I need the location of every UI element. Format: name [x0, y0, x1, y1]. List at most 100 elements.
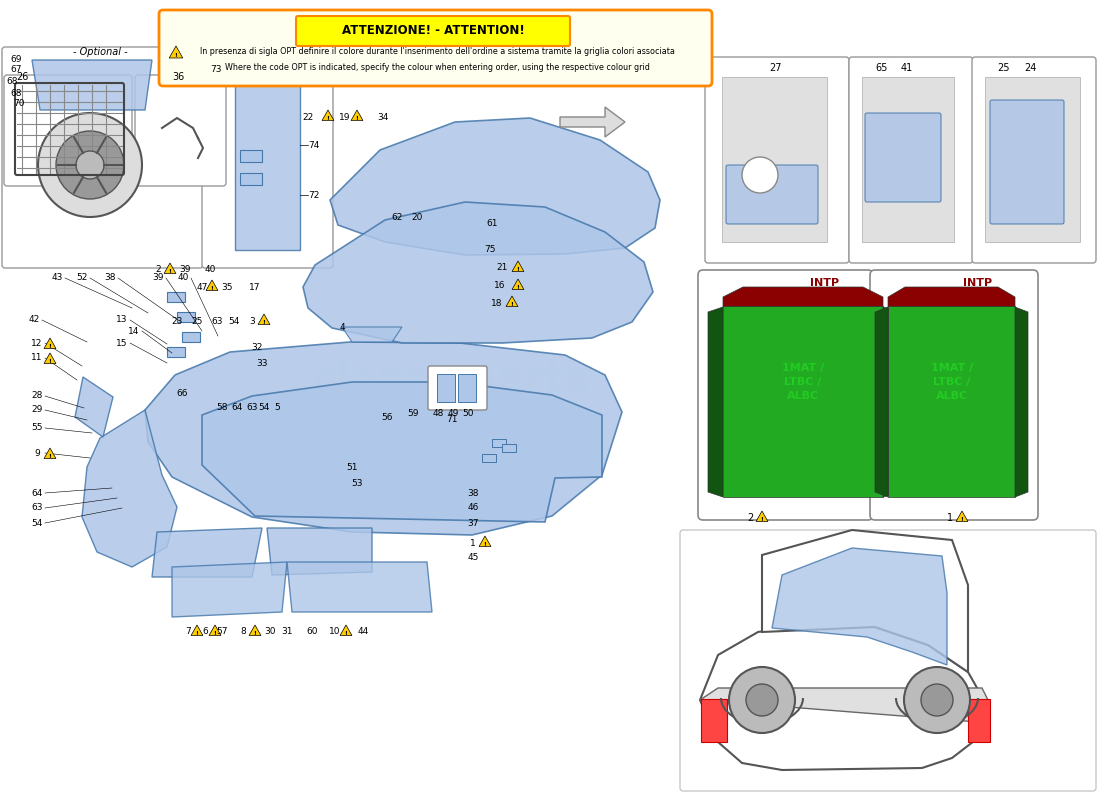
Polygon shape	[888, 306, 1015, 497]
Text: 17: 17	[250, 282, 261, 291]
Polygon shape	[708, 307, 723, 497]
Text: 11: 11	[31, 354, 43, 362]
Text: !: !	[48, 454, 52, 458]
FancyBboxPatch shape	[4, 75, 132, 186]
Text: 3: 3	[249, 317, 255, 326]
Polygon shape	[302, 202, 653, 343]
Text: 44: 44	[358, 627, 368, 637]
Text: 75: 75	[484, 246, 496, 254]
Polygon shape	[75, 377, 113, 437]
Text: 9: 9	[34, 449, 40, 458]
Text: 35: 35	[221, 282, 233, 291]
Text: 57: 57	[217, 627, 228, 637]
Text: 65: 65	[876, 63, 888, 73]
Polygon shape	[888, 287, 1015, 307]
Text: 58: 58	[217, 402, 228, 411]
FancyBboxPatch shape	[849, 57, 974, 263]
Text: !: !	[175, 53, 177, 58]
Text: !: !	[48, 343, 52, 349]
Polygon shape	[1015, 307, 1028, 497]
Polygon shape	[267, 528, 372, 575]
Text: 67: 67	[11, 66, 22, 74]
Text: 41: 41	[901, 63, 913, 73]
FancyBboxPatch shape	[705, 57, 849, 263]
Text: 38: 38	[104, 274, 116, 282]
Text: 49: 49	[448, 409, 459, 418]
Text: 45: 45	[468, 554, 478, 562]
Text: 39: 39	[152, 274, 164, 282]
Polygon shape	[506, 296, 518, 306]
Polygon shape	[762, 530, 968, 672]
FancyBboxPatch shape	[698, 270, 873, 520]
Text: 12: 12	[31, 338, 43, 347]
Text: !: !	[517, 266, 519, 271]
FancyBboxPatch shape	[428, 366, 487, 410]
Polygon shape	[202, 382, 602, 522]
Text: 2: 2	[155, 266, 161, 274]
Text: 50: 50	[462, 409, 474, 418]
Text: !: !	[263, 319, 265, 325]
Text: 5: 5	[274, 402, 279, 411]
Text: 68: 68	[7, 78, 18, 86]
Text: 55: 55	[31, 423, 43, 433]
Text: 1MAT /
LTBC /
ALBC: 1MAT / LTBC / ALBC	[782, 363, 824, 401]
Bar	[442, 387, 472, 407]
Text: !: !	[254, 630, 256, 635]
Polygon shape	[32, 60, 152, 110]
Bar	[482, 454, 496, 462]
Text: !: !	[517, 285, 519, 290]
Polygon shape	[82, 410, 177, 567]
Text: !: !	[210, 286, 213, 290]
FancyBboxPatch shape	[202, 47, 333, 268]
Text: 46: 46	[468, 503, 478, 513]
Polygon shape	[164, 263, 176, 274]
Polygon shape	[756, 511, 768, 522]
Text: ATTENZIONE! - ATTENTION!: ATTENZIONE! - ATTENTION!	[342, 25, 525, 38]
Bar	[722, 77, 827, 242]
Polygon shape	[700, 622, 984, 770]
Bar	[502, 444, 516, 452]
Text: !: !	[196, 630, 198, 635]
Text: 64: 64	[231, 402, 243, 411]
Text: 32: 32	[251, 343, 263, 353]
Polygon shape	[874, 307, 888, 497]
Text: In presenza di sigla OPT definire il colore durante l'inserimento dell'ordine a : In presenza di sigla OPT definire il col…	[199, 47, 674, 57]
Circle shape	[742, 157, 778, 193]
Polygon shape	[287, 562, 432, 612]
Polygon shape	[772, 548, 947, 665]
Polygon shape	[152, 528, 262, 577]
Text: 27: 27	[769, 63, 781, 73]
Polygon shape	[351, 110, 363, 121]
Text: 54: 54	[229, 317, 240, 326]
Text: 1: 1	[470, 538, 476, 547]
Text: 16: 16	[494, 282, 506, 290]
Text: 20: 20	[411, 214, 422, 222]
Text: !: !	[510, 302, 514, 306]
Polygon shape	[512, 279, 524, 290]
Polygon shape	[235, 60, 300, 250]
Text: 29: 29	[31, 406, 43, 414]
Circle shape	[746, 684, 778, 716]
FancyBboxPatch shape	[2, 47, 203, 268]
Text: 68: 68	[11, 89, 22, 98]
FancyBboxPatch shape	[160, 10, 712, 86]
Text: 59: 59	[407, 409, 419, 418]
Text: 56: 56	[382, 414, 393, 422]
Text: 15: 15	[117, 338, 128, 347]
Text: 13: 13	[117, 315, 128, 325]
Polygon shape	[209, 625, 221, 635]
FancyBboxPatch shape	[726, 165, 818, 224]
Bar	[167, 292, 185, 302]
Text: 18: 18	[492, 298, 503, 307]
Text: 66: 66	[176, 389, 188, 398]
Text: 36: 36	[172, 72, 184, 82]
Text: 24: 24	[1024, 63, 1036, 73]
Polygon shape	[322, 110, 334, 121]
Text: 64: 64	[31, 489, 43, 498]
Polygon shape	[480, 536, 491, 546]
Polygon shape	[956, 511, 968, 522]
Polygon shape	[342, 327, 402, 342]
Text: 31: 31	[282, 627, 293, 637]
Text: Where the code OPT is indicated, specify the colour when entering order, using t: Where the code OPT is indicated, specify…	[224, 62, 649, 71]
Text: !: !	[213, 630, 217, 635]
